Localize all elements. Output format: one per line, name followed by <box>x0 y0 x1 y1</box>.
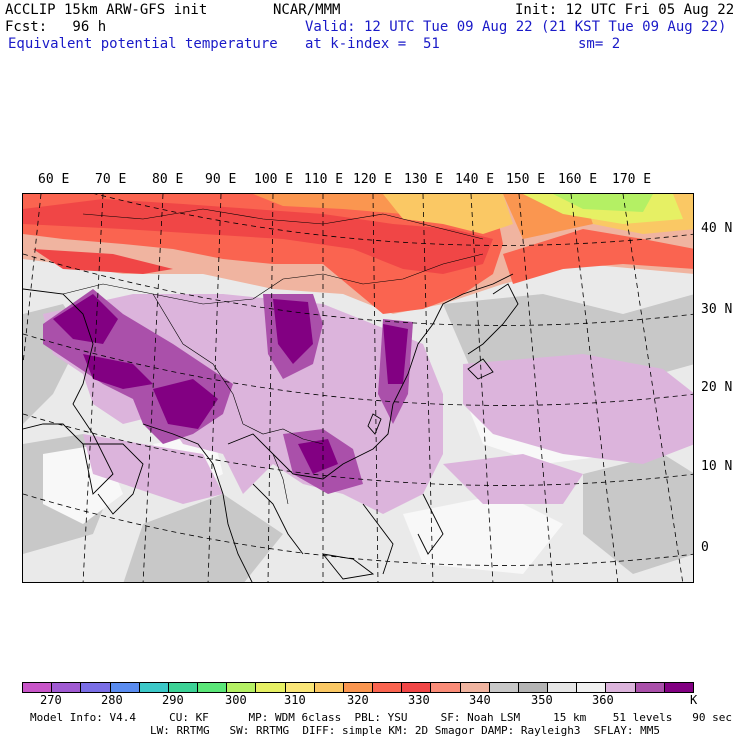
colorbar-segment <box>518 683 549 692</box>
colorbar <box>22 682 694 693</box>
colorbar-segment <box>548 683 578 692</box>
colorbar-segment <box>23 683 53 692</box>
colorbar-label: 320 <box>347 693 369 707</box>
model-title: ACCLIP 15km ARW-GFS init <box>5 2 208 18</box>
colorbar-segment <box>81 683 111 692</box>
colorbar-segment <box>110 683 140 692</box>
lat-label: 20 N <box>701 380 733 395</box>
colorbar-segment <box>373 683 403 692</box>
colorbar-label: 300 <box>225 693 247 707</box>
colorbar-unit: K <box>690 693 698 707</box>
model-info-line1: Model Info: V4.4 CU: KF MP: WDM 6class P… <box>30 711 732 724</box>
colorbar-segment <box>198 683 228 692</box>
colorbar-segment <box>431 683 461 692</box>
colorbar-label: 270 <box>40 693 62 707</box>
colorbar-segment <box>314 683 344 692</box>
lon-label: 160 E <box>558 172 598 187</box>
colorbar-segment <box>256 683 286 692</box>
lon-label: 90 E <box>205 172 237 187</box>
field-name: Equivalent potential temperature <box>8 36 278 52</box>
level-label: at k-index = 51 <box>305 36 440 52</box>
lon-label: 60 E <box>38 172 70 187</box>
colorbar-segment <box>635 683 665 692</box>
colorbar-label: 360 <box>592 693 614 707</box>
smoothing-label: sm= 2 <box>578 36 621 52</box>
dark-red-band <box>23 199 493 274</box>
lon-label: 110 E <box>304 172 344 187</box>
colorbar-segment <box>343 683 374 692</box>
lon-label: 80 E <box>152 172 184 187</box>
lat-label: 30 N <box>701 302 733 317</box>
colorbar-segment <box>168 683 199 692</box>
forecast-hour: Fcst: 96 h <box>5 19 107 35</box>
colorbar-segment <box>139 683 169 692</box>
colorbar-segment <box>402 683 432 692</box>
colorbar-segment <box>52 683 82 692</box>
colorbar-segment <box>285 683 315 692</box>
lat-label: 0 <box>701 540 709 555</box>
center-label: NCAR/MMM <box>273 2 341 18</box>
colorbar-segment <box>227 683 257 692</box>
lon-label: 130 E <box>404 172 444 187</box>
lon-label: 170 E <box>612 172 652 187</box>
colorbar-label: 330 <box>408 693 430 707</box>
lon-label: 140 E <box>455 172 495 187</box>
lime-band <box>553 194 653 212</box>
colorbar-segment <box>460 683 490 692</box>
lat-label: 40 N <box>701 221 733 236</box>
valid-time: Valid: 12 UTC Tue 09 Aug 22 (21 KST Tue … <box>305 19 727 35</box>
lon-label: 150 E <box>506 172 546 187</box>
colorbar-label: 310 <box>284 693 306 707</box>
colorbar-label: 350 <box>531 693 553 707</box>
colorbar-segment <box>489 683 519 692</box>
lon-label: 70 E <box>95 172 127 187</box>
colorbar-segment <box>664 683 693 692</box>
model-info-line2: LW: RRTMG SW: RRTMG DIFF: simple KM: 2D … <box>150 724 660 737</box>
dark-purple-region <box>53 294 408 474</box>
coastlines <box>23 273 519 582</box>
graticule <box>23 194 693 582</box>
colorbar-label: 280 <box>101 693 123 707</box>
country-borders <box>62 208 484 505</box>
lon-label: 100 E <box>254 172 294 187</box>
lon-label: 120 E <box>353 172 393 187</box>
init-time: Init: 12 UTC Fri 05 Aug 22 <box>515 2 735 18</box>
colorbar-segment <box>606 683 636 692</box>
colorbar-label: 290 <box>162 693 184 707</box>
colorbar-label: 340 <box>469 693 491 707</box>
lat-label: 10 N <box>701 459 733 474</box>
colorbar-segment <box>577 683 607 692</box>
map-panel <box>22 193 694 583</box>
